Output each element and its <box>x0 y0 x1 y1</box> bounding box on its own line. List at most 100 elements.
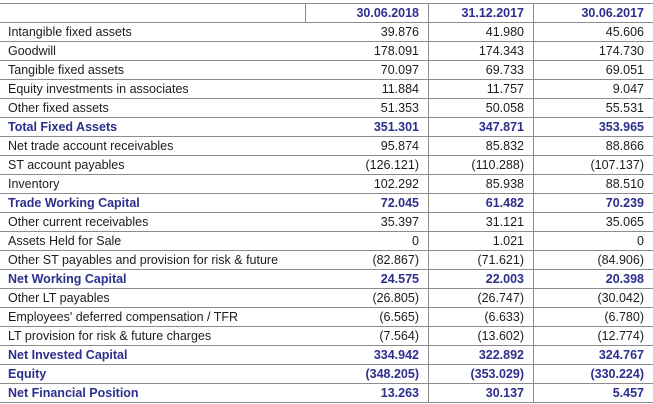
cell-30-06-2017: (84.906) <box>597 253 644 267</box>
table-row: Other fixed assets 51.353 50.058 55.531 <box>0 99 653 118</box>
table-row: Trade Working Capital 72.045 61.482 70.239 <box>0 194 653 213</box>
row-label: Other ST payables and provision for risk… <box>8 253 279 267</box>
row-label: ST account payables <box>8 158 125 172</box>
table-row: Net Invested Capital 334.942 322.892 324.76… <box>0 346 653 365</box>
row-label: Net trade account receivables <box>8 139 174 153</box>
cell-30-06-2018: 11.884 <box>306 80 429 98</box>
row-label: Tangible fixed assets <box>8 63 125 77</box>
row-label: Employees' deferred compensation / TFR <box>8 310 239 324</box>
cell-30-06-2018: 0 <box>306 232 429 250</box>
cell-30-06-2017: (330.224) <box>590 367 644 381</box>
cell-31-12-2017: 61.482 <box>429 194 534 212</box>
cell-31-12-2017: 1.021 <box>429 232 534 250</box>
row-label: Other fixed assets <box>8 101 109 115</box>
header-label-cell <box>0 4 306 22</box>
cell-30-06-2018: 72.045 <box>306 194 429 212</box>
table-row: Other LT payables (26.805) (26.747) (30.042… <box>0 289 653 308</box>
cell-30-06-2018: (7.564) <box>306 327 429 345</box>
cell-30-06-2018: 95.874 <box>306 137 429 155</box>
row-label: Net Invested Capital <box>8 348 128 362</box>
cell-30-06-2018: (348.205) <box>306 365 429 383</box>
row-label: Goodwill <box>8 44 56 58</box>
cell-31-12-2017: 41.980 <box>429 23 534 41</box>
table-row: Total Fixed Assets 351.301 347.871 353.965 <box>0 118 653 137</box>
table-row: Other ST payables and provision for risk… <box>0 251 653 270</box>
row-label: Other LT payables <box>8 291 110 305</box>
cell-30-06-2017: (107.137) <box>590 158 644 172</box>
cell-30-06-2017: 324.767 <box>598 348 644 362</box>
cell-31-12-2017: (26.747) <box>429 289 534 307</box>
cell-30-06-2017: 0 <box>637 234 644 248</box>
table-row: LT provision for risk & future charges (7… <box>0 327 653 346</box>
row-label: Net Financial Position <box>8 386 139 400</box>
cell-30-06-2018: 39.876 <box>306 23 429 41</box>
table-row: Employees' deferred compensation / TFR (6… <box>0 308 653 327</box>
header-col-30-06-2018: 30.06.2018 <box>306 4 429 22</box>
table-row: Net trade account receivables 95.874 85.83… <box>0 137 653 156</box>
cell-31-12-2017: (353.029) <box>429 365 534 383</box>
cell-30-06-2018: 178.091 <box>306 42 429 60</box>
cell-31-12-2017: (110.288) <box>429 156 534 174</box>
cell-31-12-2017: 30.137 <box>429 384 534 402</box>
cell-30-06-2017: 35.065 <box>605 215 644 229</box>
cell-30-06-2018: 351.301 <box>306 118 429 136</box>
cell-31-12-2017: 85.832 <box>429 137 534 155</box>
cell-31-12-2017: 50.058 <box>429 99 534 117</box>
cell-30-06-2017: (6.780) <box>604 310 644 324</box>
table-row: Inventory 102.292 85.938 88.510 <box>0 175 653 194</box>
cell-30-06-2018: 334.942 <box>306 346 429 364</box>
cell-30-06-2017: 174.730 <box>598 44 644 58</box>
row-label: Total Fixed Assets <box>8 120 118 134</box>
cell-31-12-2017: 22.003 <box>429 270 534 288</box>
cell-31-12-2017: 174.343 <box>429 42 534 60</box>
row-label: Equity investments in associates <box>8 82 189 96</box>
cell-31-12-2017: 347.871 <box>429 118 534 136</box>
cell-30-06-2017: 55.531 <box>605 101 644 115</box>
row-label: Equity <box>8 367 47 381</box>
table-row: Net Financial Position 13.263 30.137 5.457 <box>0 384 653 403</box>
cell-30-06-2017: 70.239 <box>605 196 644 210</box>
cell-30-06-2017: 353.965 <box>598 120 644 134</box>
cell-30-06-2017: 88.510 <box>605 177 644 191</box>
row-label: Trade Working Capital <box>8 196 140 210</box>
cell-30-06-2017: 69.051 <box>605 63 644 77</box>
balance-sheet-table: 30.06.2018 31.12.2017 30.06.2017 Intangi… <box>0 3 653 403</box>
table-row: Equity (348.205) (353.029) (330.224) <box>0 365 653 384</box>
row-label: Assets Held for Sale <box>8 234 122 248</box>
table-body: Intangible fixed assets 39.876 41.980 45.60… <box>0 23 653 403</box>
cell-31-12-2017: (13.602) <box>429 327 534 345</box>
table-row: Goodwill 178.091 174.343 174.730 <box>0 42 653 61</box>
cell-31-12-2017: 322.892 <box>429 346 534 364</box>
row-label: Inventory <box>8 177 60 191</box>
cell-31-12-2017: (71.621) <box>429 251 534 269</box>
cell-30-06-2017: 9.047 <box>612 82 644 96</box>
cell-30-06-2018: (6.565) <box>306 308 429 326</box>
row-label: Net Working Capital <box>8 272 127 286</box>
cell-30-06-2018: (26.805) <box>306 289 429 307</box>
table-row: Equity investments in associates 11.884 11… <box>0 80 653 99</box>
cell-30-06-2017: 88.866 <box>605 139 644 153</box>
cell-30-06-2018: 51.353 <box>306 99 429 117</box>
cell-30-06-2018: 24.575 <box>306 270 429 288</box>
cell-30-06-2018: 70.097 <box>306 61 429 79</box>
table-row: Tangible fixed assets 70.097 69.733 69.051 <box>0 61 653 80</box>
cell-30-06-2018: (126.121) <box>306 156 429 174</box>
cell-31-12-2017: (6.633) <box>429 308 534 326</box>
header-col-30-06-2017: 30.06.2017 <box>581 6 644 20</box>
row-label: LT provision for risk & future charges <box>8 329 212 343</box>
cell-30-06-2017: 20.398 <box>605 272 644 286</box>
cell-31-12-2017: 31.121 <box>429 213 534 231</box>
cell-30-06-2017: (12.774) <box>597 329 644 343</box>
cell-31-12-2017: 69.733 <box>429 61 534 79</box>
table-row: Other current receivables 35.397 31.121 35.… <box>0 213 653 232</box>
cell-31-12-2017: 85.938 <box>429 175 534 193</box>
cell-30-06-2018: (82.867) <box>306 251 429 269</box>
table-row: ST account payables (126.121) (110.288) (10… <box>0 156 653 175</box>
cell-30-06-2017: 45.606 <box>605 25 644 39</box>
table-header-row: 30.06.2018 31.12.2017 30.06.2017 <box>0 3 653 23</box>
row-label: Other current receivables <box>8 215 149 229</box>
cell-30-06-2017: 5.457 <box>612 386 644 400</box>
table-row: Net Working Capital 24.575 22.003 20.398 <box>0 270 653 289</box>
cell-30-06-2017: (30.042) <box>597 291 644 305</box>
row-label: Intangible fixed assets <box>8 25 132 39</box>
